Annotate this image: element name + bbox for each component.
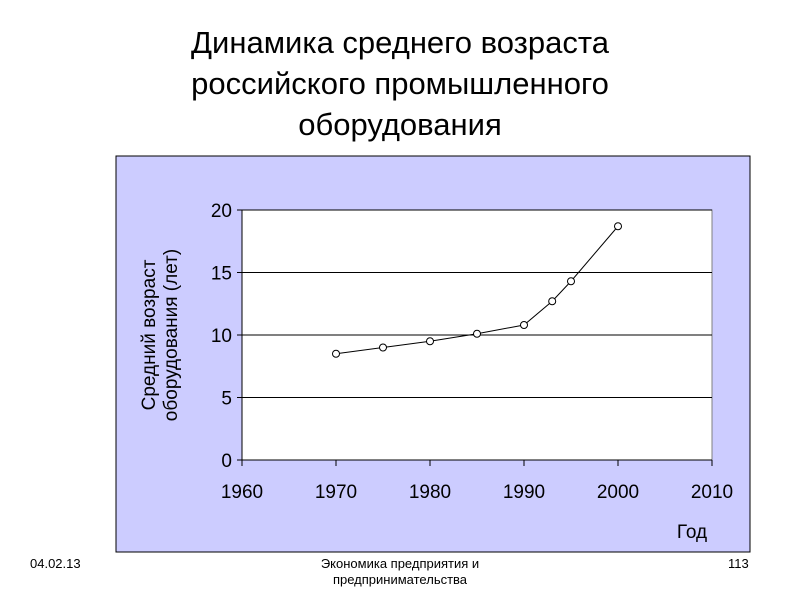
footer-course-line-2: предпринимательства [332, 572, 468, 587]
y-axis-label: Средний возраст оборудования (лет) [139, 249, 182, 421]
tick-labels: 0 5 10 15 20 1960 1970 1980 1990 2000 2010 [211, 201, 733, 503]
y-tick-label-3: 15 [211, 264, 232, 285]
axes [237, 209, 713, 466]
data-point-1 [379, 343, 387, 352]
y-axis-label-line-1: Средний возраст [139, 259, 160, 410]
title-line-2: российского промышленного [191, 66, 609, 101]
chart-title: Динамика среднего возраста российского п… [0, 22, 800, 145]
data-point-0 [332, 349, 340, 358]
data-point-6 [567, 277, 575, 286]
footer-page-number: 113 [728, 556, 749, 571]
data-point-5 [548, 297, 557, 306]
y-tick-label-4: 20 [211, 201, 232, 222]
title-line-3: оборудования [298, 107, 502, 142]
title-line-1: Динамика среднего возраста [191, 25, 609, 60]
footer-course-title: Экономика предприятия и предпринимательс… [290, 556, 510, 588]
x-tick-label-5: 2010 [691, 482, 733, 503]
data-point-7 [614, 222, 622, 231]
data-point-4 [520, 321, 528, 329]
y-tick-label-0: 0 [221, 451, 232, 472]
x-tick-label-1: 1970 [315, 482, 357, 503]
x-tick-label-3: 1990 [503, 482, 545, 503]
x-axis-label: Год [677, 522, 707, 543]
data-series [332, 222, 622, 358]
data-point-2 [426, 337, 434, 346]
x-tick-label-4: 2000 [597, 482, 639, 503]
x-tick-label-2: 1980 [409, 482, 451, 503]
x-tick-label-0: 1960 [221, 482, 263, 503]
y-axis-label-line-2: оборудования (лет) [161, 249, 182, 421]
footer-date: 04.02.13 [30, 556, 81, 571]
y-tick-label-2: 10 [211, 326, 232, 347]
series-line-0 [335, 225, 619, 355]
data-point-3 [473, 329, 481, 338]
y-tick-label-1: 5 [221, 389, 232, 410]
footer-course-line-1: Экономика предприятия и [320, 556, 480, 571]
